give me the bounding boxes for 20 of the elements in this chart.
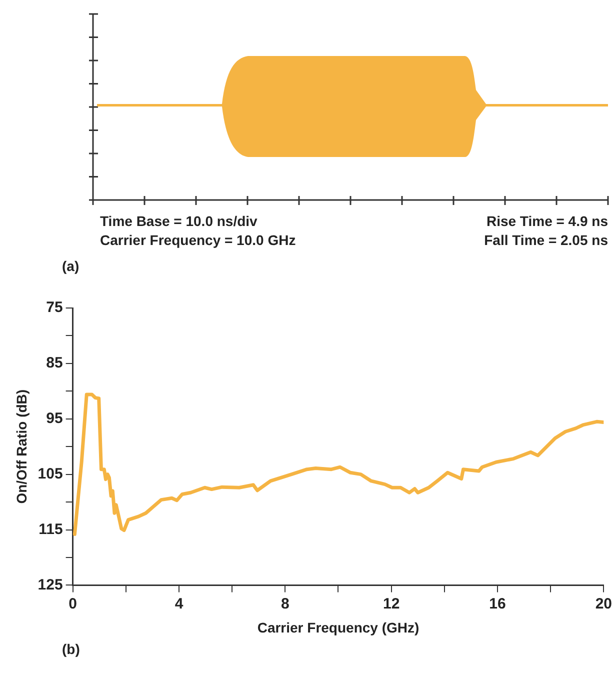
y-axis-title: On/Off Ratio (dB) [13,389,30,504]
text: Rise Time = 4.9 ns [485,212,608,231]
text: Fall Time = 2.05 ns [484,231,608,250]
text: (b) [61,641,81,657]
y-tick-label: 115 [38,520,63,538]
x-tick-label: 12 [382,595,400,612]
y-tick-label: 125 [38,576,63,594]
x-axis-title: Carrier Frequency (GHz) [257,619,420,636]
x-tick-label: 8 [280,595,290,612]
text: Time Base = 10.0 ns/div [100,212,258,231]
x-tick-label: 20 [595,595,612,612]
y-tick-label: 75 [46,299,63,316]
y-tick-label: 95 [46,410,63,428]
x-tick-label: 16 [489,595,506,612]
text: (a) [61,258,80,274]
x-tick-label: 0 [68,595,77,612]
x-tick-label: 4 [174,595,184,612]
y-tick-label: 105 [38,465,63,482]
y-tick-label: 85 [46,354,63,372]
text: Carrier Frequency = 10.0 GHz [100,231,296,250]
